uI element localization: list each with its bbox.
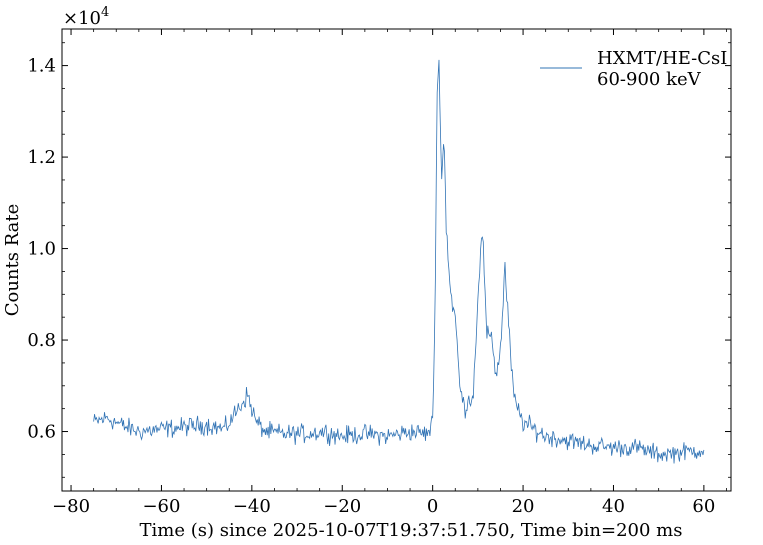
y-tick-label: 1.2 (27, 147, 56, 168)
tick-labels: −80 −60 −40 −20 0 20 40 60 0.6 0.8 1.0 1.2 1.4 (27, 56, 715, 517)
x-tick-label: −20 (323, 496, 361, 517)
y-tick-label: 1.0 (27, 239, 56, 260)
y-tick-label: 0.8 (27, 330, 56, 351)
x-tick-label: 40 (602, 496, 625, 517)
x-tick-label: 0 (427, 496, 438, 517)
x-tick-label: −80 (52, 496, 90, 517)
y-offset-label: ×104 (63, 5, 109, 29)
x-tick-label: 60 (692, 496, 715, 517)
axis-ticks (62, 29, 731, 491)
plot-area (62, 29, 731, 491)
x-tick-label: −60 (142, 496, 180, 517)
plot-frame (61, 28, 732, 492)
series-line (93, 59, 705, 464)
legend-label-line1: HXMT/HE-CsI (597, 48, 727, 69)
y-axis-title: Counts Rate (2, 204, 23, 317)
legend: HXMT/HE-CsI 60-900 keV (540, 48, 727, 90)
x-axis-title: Time (s) since 2025-10-07T19:37:51.750, … (140, 520, 683, 541)
x-tick-label: −40 (233, 496, 271, 517)
x-tick-label: 20 (512, 496, 535, 517)
legend-label-line2: 60-900 keV (597, 69, 702, 90)
y-tick-label: 1.4 (27, 56, 56, 77)
y-tick-label: 0.6 (27, 422, 56, 443)
